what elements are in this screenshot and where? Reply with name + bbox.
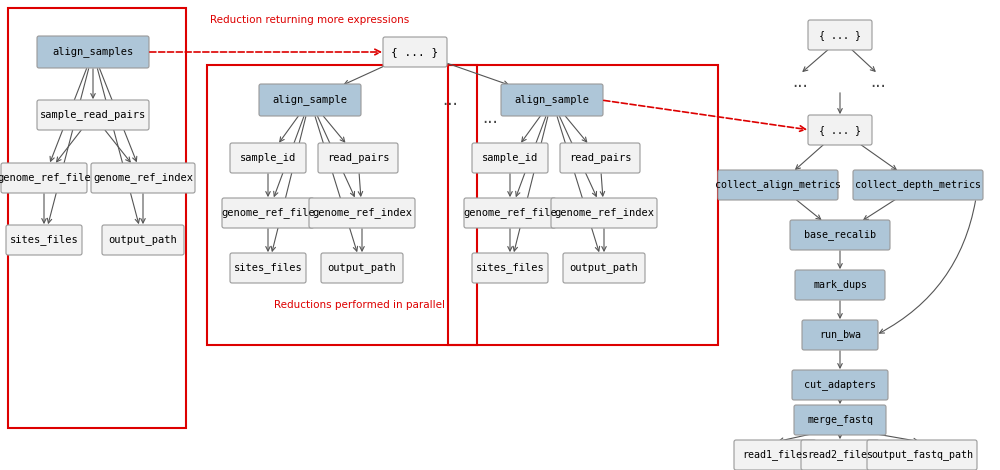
Text: ...: ... [442, 91, 458, 109]
Text: mark_dups: mark_dups [813, 280, 867, 290]
FancyBboxPatch shape [6, 225, 82, 255]
FancyBboxPatch shape [563, 253, 645, 283]
Text: sample_id: sample_id [240, 153, 296, 164]
Text: align_sample: align_sample [514, 94, 590, 105]
Text: Reduction returning more expressions: Reduction returning more expressions [210, 15, 410, 25]
FancyBboxPatch shape [808, 115, 872, 145]
Text: Reductions performed in parallel: Reductions performed in parallel [274, 300, 446, 310]
Text: genome_ref_file: genome_ref_file [463, 208, 557, 219]
Text: align_samples: align_samples [52, 47, 134, 57]
Bar [448, 65, 718, 345]
Text: genome_ref_file: genome_ref_file [221, 208, 315, 219]
FancyBboxPatch shape [222, 198, 314, 228]
Text: genome_ref_index: genome_ref_index [554, 208, 654, 219]
Text: sample_read_pairs: sample_read_pairs [40, 110, 146, 120]
FancyBboxPatch shape [383, 37, 447, 67]
Text: ...: ... [870, 73, 886, 91]
Text: align_sample: align_sample [272, 94, 348, 105]
Text: sites_files: sites_files [476, 263, 544, 274]
FancyBboxPatch shape [472, 143, 548, 173]
FancyBboxPatch shape [472, 253, 548, 283]
FancyBboxPatch shape [551, 198, 657, 228]
FancyBboxPatch shape [853, 170, 983, 200]
FancyBboxPatch shape [734, 440, 816, 470]
Text: genome_ref_file: genome_ref_file [0, 172, 91, 183]
FancyBboxPatch shape [321, 253, 403, 283]
Text: { ... }: { ... } [819, 125, 861, 135]
FancyBboxPatch shape [37, 100, 149, 130]
FancyBboxPatch shape [792, 370, 888, 400]
FancyBboxPatch shape [37, 36, 149, 68]
FancyBboxPatch shape [790, 220, 890, 250]
FancyBboxPatch shape [1, 163, 87, 193]
Text: ...: ... [482, 109, 498, 127]
Text: ...: ... [792, 73, 808, 91]
FancyBboxPatch shape [808, 20, 872, 50]
Text: sites_files: sites_files [10, 235, 78, 245]
FancyBboxPatch shape [501, 84, 603, 116]
FancyBboxPatch shape [801, 440, 879, 470]
Text: sites_files: sites_files [234, 263, 302, 274]
FancyBboxPatch shape [230, 143, 306, 173]
Text: genome_ref_index: genome_ref_index [93, 172, 193, 183]
Text: collect_depth_metrics: collect_depth_metrics [855, 180, 981, 190]
Text: run_bwa: run_bwa [819, 329, 861, 340]
Text: merge_fastq: merge_fastq [807, 415, 873, 425]
FancyBboxPatch shape [230, 253, 306, 283]
FancyBboxPatch shape [91, 163, 195, 193]
Text: read1_files: read1_files [742, 449, 808, 461]
Text: read_pairs: read_pairs [327, 153, 389, 164]
Text: output_path: output_path [109, 235, 177, 245]
Text: output_path: output_path [570, 263, 638, 274]
Text: output_fastq_path: output_fastq_path [871, 449, 973, 461]
FancyBboxPatch shape [309, 198, 415, 228]
FancyBboxPatch shape [464, 198, 556, 228]
FancyBboxPatch shape [718, 170, 838, 200]
FancyBboxPatch shape [794, 405, 886, 435]
FancyBboxPatch shape [102, 225, 184, 255]
Text: cut_adapters: cut_adapters [804, 380, 876, 391]
FancyBboxPatch shape [318, 143, 398, 173]
FancyBboxPatch shape [560, 143, 640, 173]
Text: read_pairs: read_pairs [569, 153, 631, 164]
Bar [207, 65, 477, 345]
Text: read2_files: read2_files [807, 449, 873, 461]
Text: genome_ref_index: genome_ref_index [312, 208, 412, 219]
Bar [8, 8, 186, 428]
Text: base_recalib: base_recalib [804, 229, 876, 241]
FancyBboxPatch shape [802, 320, 878, 350]
FancyBboxPatch shape [795, 270, 885, 300]
FancyBboxPatch shape [259, 84, 361, 116]
Text: { ... }: { ... } [391, 47, 439, 57]
Text: collect_align_metrics: collect_align_metrics [715, 180, 841, 190]
Text: output_path: output_path [328, 263, 396, 274]
Text: sample_id: sample_id [482, 153, 538, 164]
FancyBboxPatch shape [867, 440, 977, 470]
Text: { ... }: { ... } [819, 30, 861, 40]
